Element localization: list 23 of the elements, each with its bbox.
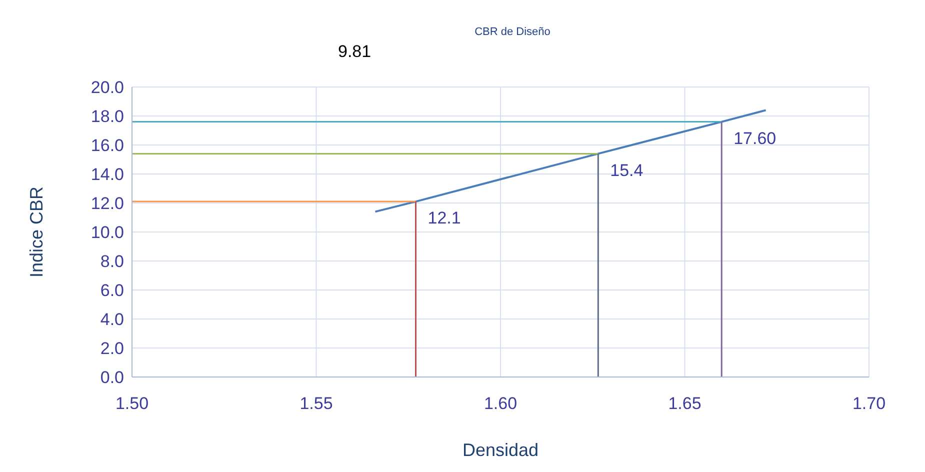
y-tick-label: 16.0 [90, 136, 124, 156]
annotation: 12.1 [428, 208, 461, 228]
x-axis-title: Densidad [462, 440, 539, 460]
x-tick-label: 1.50 [115, 394, 149, 414]
x-tick-label: 1.70 [852, 394, 886, 414]
y-tick-label: 6.0 [100, 281, 124, 300]
y-tick-label: 14.0 [90, 165, 124, 184]
text: 9.81 [338, 42, 372, 62]
x-tick-label: 1.60 [484, 394, 518, 414]
chart-title: CBR de Diseño [474, 26, 552, 38]
y-tick-label: 0.0 [100, 368, 124, 388]
y-tick-label: 18.0 [90, 107, 124, 126]
y-axis-title: Indice CBR [26, 186, 46, 278]
y-tick-label: 20.0 [90, 78, 124, 98]
y-tick-label: 4.0 [100, 310, 124, 330]
y-tick-label: 8.0 [100, 252, 124, 272]
annotation: 15.4 [610, 160, 644, 180]
y-tick-label: 10.0 [90, 223, 124, 242]
x-tick-label: 1.55 [300, 394, 333, 414]
y-tick-label: 2.0 [100, 339, 124, 358]
y-tick-label: 12.0 [90, 194, 124, 214]
annotation: 17.60 [734, 128, 776, 148]
x-tick-label: 1.65 [668, 394, 702, 414]
